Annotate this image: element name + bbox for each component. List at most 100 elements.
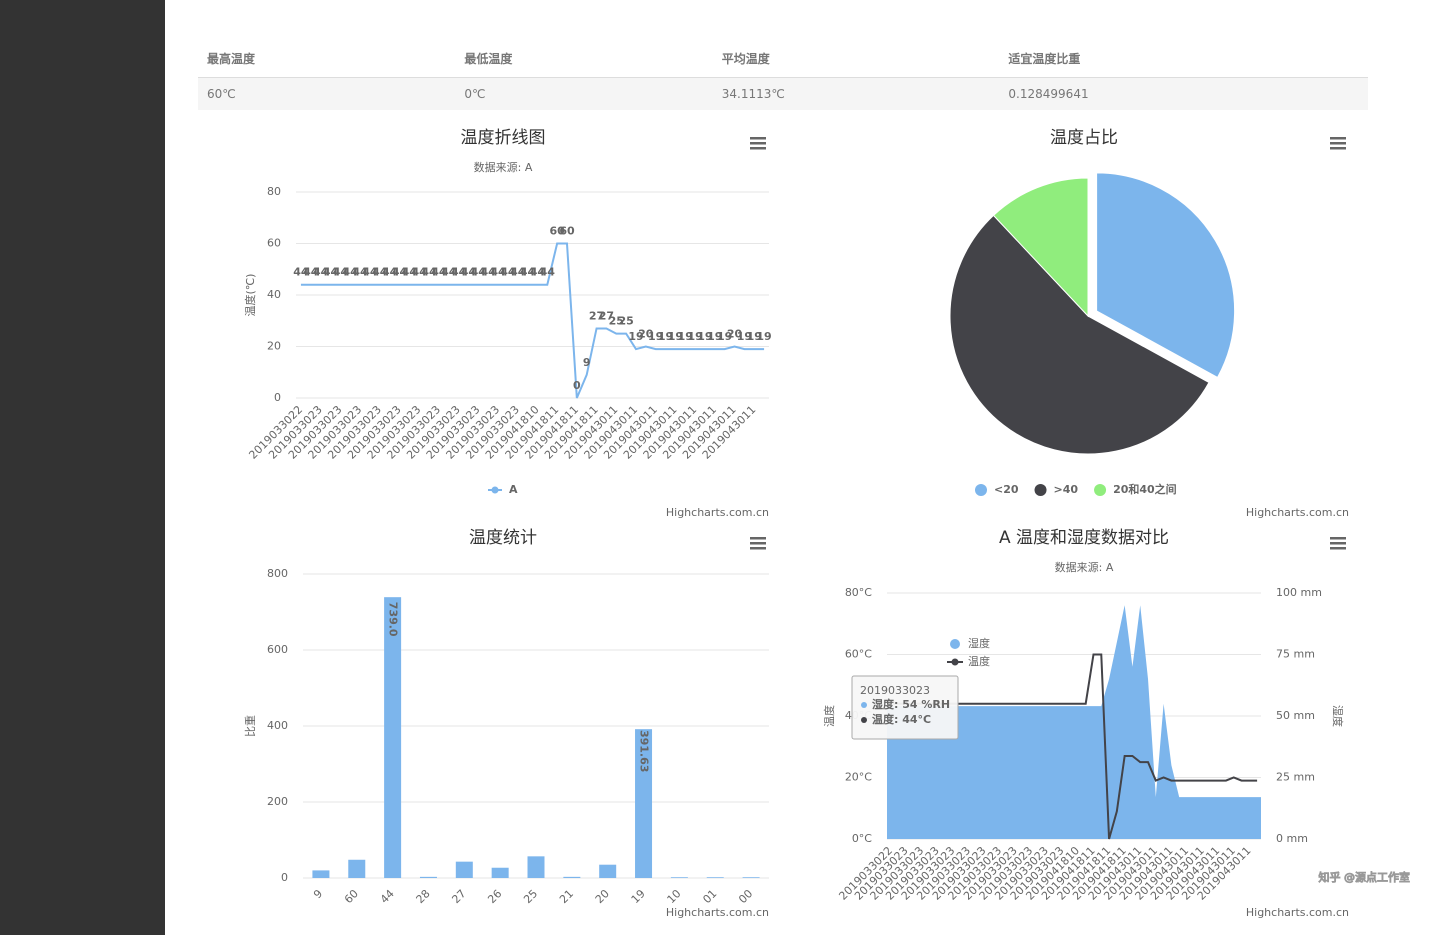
tooltip-line: 温度: 44°C [872,712,931,726]
y-axis-title: 比重 [243,715,257,737]
data-label: 20 [638,328,654,341]
bar [312,870,330,878]
y-tick-label: 80°C [845,586,872,599]
bar [742,877,760,878]
data-label: 19 [628,330,643,343]
data-label: 27 [589,309,604,322]
legend-symbol [951,658,959,666]
summary-table: 最高温度 最低温度 平均温度 适宜温度比重 60℃ 0℃ 34.1113℃ 0.… [198,40,1368,110]
data-label: 44 [333,266,349,279]
chart-title: 温度占比 [1050,128,1118,148]
data-label: 19 [648,330,663,343]
menu-icon[interactable] [1330,537,1346,550]
tooltip-symbol [861,717,867,723]
data-label: 44 [520,266,536,279]
data-label: 44 [471,266,487,279]
data-label: 25 [618,315,633,328]
bar [635,729,653,878]
data-label: 44 [431,266,447,279]
menu-icon[interactable] [750,537,766,550]
y-tick-label: 0 [274,391,281,404]
data-label: 44 [402,266,418,279]
x-tick-label: 21 [557,887,576,906]
credits: Highcharts.com.cn [666,906,769,919]
tooltip-line: 湿度: 54 %RH [872,697,950,711]
data-label: 60 [559,225,575,238]
data-label: 19 [697,330,712,343]
data-label: 44 [481,266,497,279]
header-cell: 适宜温度比重 [999,40,1368,78]
y2-tick-label: 25 mm [1276,771,1315,784]
y-tick-label: 800 [267,567,288,580]
y-tick-label: 40 [267,288,281,301]
data-label: 44 [293,266,309,279]
data-label: 739.0 [387,602,400,637]
legend-symbol [1034,484,1047,496]
header-cell: 最低温度 [455,40,713,78]
y2-tick-label: 75 mm [1276,648,1315,661]
data-label: 19 [707,330,722,343]
data-label: 44 [461,266,477,279]
legend-symbol [950,639,960,649]
data-label: 25 [609,315,624,328]
legend-label: >40 [1054,483,1079,496]
y-tick-label: 60 [267,237,281,250]
tooltip-symbol [861,702,867,708]
x-tick-label: 10 [665,887,684,906]
data-label: 19 [678,330,693,343]
line [300,242,765,399]
chart-title: A 温度和湿度数据对比 [999,528,1169,548]
data-label: 44 [392,266,408,279]
tooltip-title: 2019033023 [860,684,930,697]
menu-icon[interactable] [1330,137,1346,150]
header-cell: 最高温度 [198,40,456,78]
legend-label: <20 [994,483,1019,496]
data-label: 19 [756,330,771,343]
data-label: 19 [658,330,673,343]
y-tick-label: 600 [267,643,288,656]
data-label: 391.63 [638,730,651,772]
y2-tick-label: 0 mm [1276,832,1308,845]
data-label: 44 [500,266,516,279]
y-tick-label: 80 [267,185,281,198]
x-tick-label: 00 [736,887,755,906]
data-label: 19 [717,330,732,343]
chart-title: 温度折线图 [461,128,546,148]
data-row: 60℃ 0℃ 34.1113℃ 0.128499641 [198,77,1368,110]
x-tick-label: 28 [414,887,433,906]
legend-label: 湿度 [968,636,990,650]
bar [384,597,402,878]
credits: Highcharts.com.cn [1246,506,1349,519]
legend-label: A [509,483,518,496]
y-axis-title: 温度(℃) [243,274,257,317]
y2-tick-label: 100 mm [1276,586,1322,599]
x-tick-label: 26 [485,887,504,906]
bar [599,864,617,878]
bar [455,861,473,878]
x-tick-label: 9 [311,887,325,901]
data-label: 44 [510,266,526,279]
chart-subtitle: 数据来源: A [474,160,533,174]
legend-symbol [491,486,499,494]
y-axis-title: 温度 [822,705,836,727]
sidebar [0,0,165,935]
data-label: 27 [599,309,614,322]
data-label: 44 [451,266,467,279]
data-label: 44 [421,266,437,279]
data-label: 19 [737,330,752,343]
pie-slice [949,214,1210,455]
data-label: 44 [490,266,506,279]
data-label: 44 [323,266,339,279]
y-tick-label: 20°C [845,771,872,784]
cell: 60℃ [198,77,456,110]
data-label: 19 [668,330,683,343]
bar [419,876,437,878]
cell: 34.1113℃ [712,77,1000,110]
x-tick-label: 27 [449,887,468,906]
watermark: 知乎 @源点工作室 [1319,870,1411,884]
y-tick-label: 20 [267,340,281,353]
header-cell: 平均温度 [712,40,1000,78]
menu-icon[interactable] [750,137,766,150]
